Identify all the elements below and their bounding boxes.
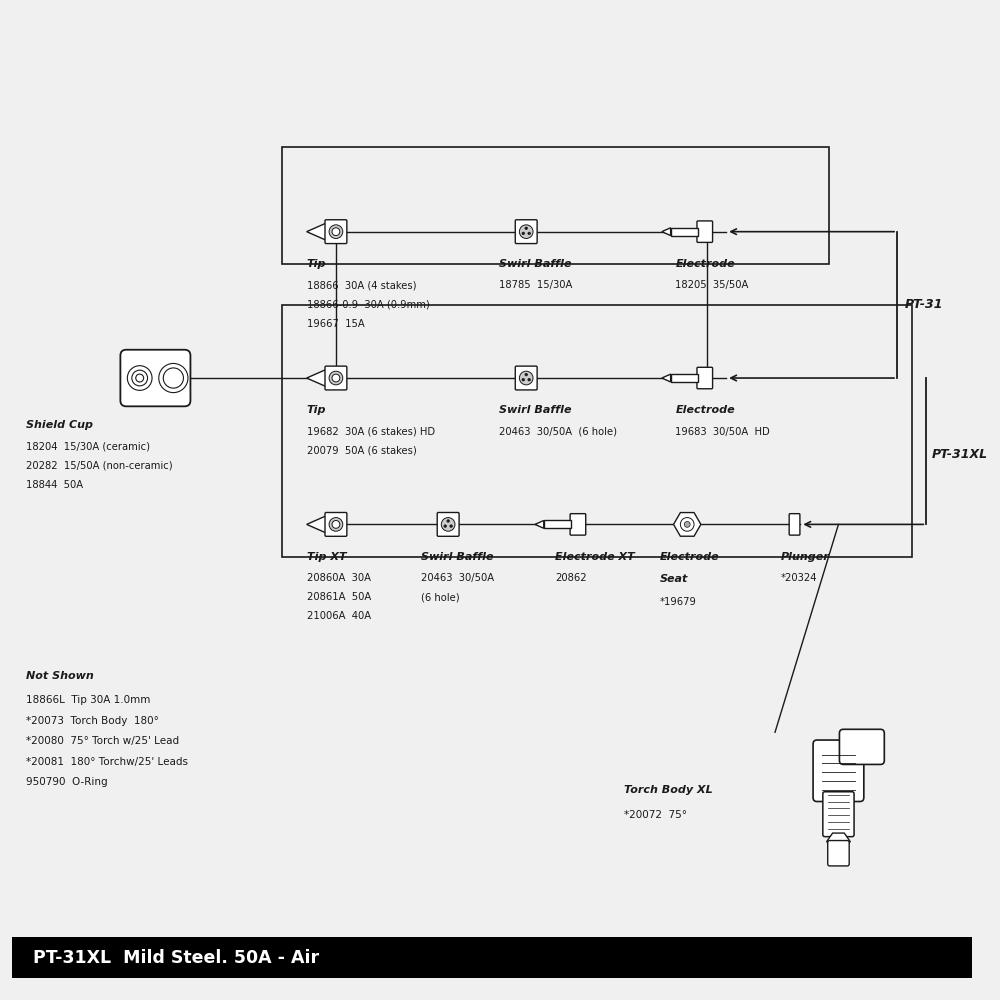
Text: 19682  30A (6 stakes) HD: 19682 30A (6 stakes) HD	[307, 427, 435, 437]
FancyBboxPatch shape	[120, 350, 190, 406]
Circle shape	[522, 378, 525, 381]
Text: Tip: Tip	[307, 405, 326, 415]
Text: 20463  30/50A  (6 hole): 20463 30/50A (6 hole)	[499, 427, 617, 437]
Polygon shape	[307, 516, 326, 533]
Text: 18785  15/30A: 18785 15/30A	[499, 280, 572, 290]
Circle shape	[332, 374, 340, 382]
FancyBboxPatch shape	[515, 220, 537, 244]
Text: 18844  50A: 18844 50A	[26, 480, 83, 490]
Text: Swirl Baffle: Swirl Baffle	[421, 552, 493, 562]
Text: 18866L  Tip 30A 1.0mm: 18866L Tip 30A 1.0mm	[26, 695, 150, 705]
Text: 950790  O-Ring: 950790 O-Ring	[26, 777, 107, 787]
Circle shape	[332, 520, 340, 528]
Polygon shape	[662, 228, 671, 236]
Text: 18866-0.9  30A (0.9mm): 18866-0.9 30A (0.9mm)	[307, 299, 429, 309]
Polygon shape	[674, 513, 701, 536]
Polygon shape	[662, 374, 671, 382]
Text: Plunger: Plunger	[781, 552, 830, 562]
Text: 20079  50A (6 stakes): 20079 50A (6 stakes)	[307, 446, 416, 456]
Text: *20072  75°: *20072 75°	[624, 810, 687, 820]
Circle shape	[329, 518, 343, 531]
Text: 21006A  40A: 21006A 40A	[307, 611, 371, 621]
Circle shape	[329, 225, 343, 238]
FancyBboxPatch shape	[839, 729, 884, 764]
Text: Torch Body XL: Torch Body XL	[624, 785, 713, 795]
Text: 20463  30/50A: 20463 30/50A	[421, 573, 494, 583]
Polygon shape	[827, 833, 850, 850]
Text: *20081  180° Torchw/25' Leads: *20081 180° Torchw/25' Leads	[26, 757, 188, 767]
Circle shape	[525, 373, 527, 376]
Circle shape	[329, 371, 343, 385]
Text: Electrode: Electrode	[660, 552, 720, 562]
Circle shape	[680, 518, 694, 531]
Circle shape	[519, 371, 533, 385]
Circle shape	[522, 232, 525, 235]
Polygon shape	[307, 223, 326, 240]
Text: *20073  Torch Body  180°: *20073 Torch Body 180°	[26, 716, 159, 726]
Text: Electrode: Electrode	[675, 405, 735, 415]
Text: PT-31: PT-31	[905, 298, 943, 311]
Text: 20862: 20862	[555, 573, 587, 583]
FancyBboxPatch shape	[515, 366, 537, 390]
Text: (6 hole): (6 hole)	[421, 592, 459, 602]
FancyBboxPatch shape	[325, 366, 347, 390]
Text: Electrode XT: Electrode XT	[555, 552, 635, 562]
Text: 20860A  30A: 20860A 30A	[307, 573, 371, 583]
Text: *19679: *19679	[660, 597, 697, 607]
Bar	[671, 374, 698, 382]
Circle shape	[528, 232, 530, 235]
Text: *20080  75° Torch w/25' Lead: *20080 75° Torch w/25' Lead	[26, 736, 179, 746]
Text: PT-31XL  Mild Steel. 50A - Air: PT-31XL Mild Steel. 50A - Air	[33, 949, 320, 967]
Bar	[12, 937, 972, 978]
Text: 19667  15A: 19667 15A	[307, 319, 364, 329]
Text: Shield Cup: Shield Cup	[26, 420, 93, 430]
Bar	[282, 147, 829, 264]
FancyBboxPatch shape	[437, 512, 459, 536]
Text: PT-31XL: PT-31XL	[932, 448, 988, 461]
Text: Swirl Baffle: Swirl Baffle	[499, 405, 571, 415]
Circle shape	[444, 525, 446, 527]
Circle shape	[447, 520, 449, 522]
Polygon shape	[535, 520, 544, 528]
FancyBboxPatch shape	[325, 220, 347, 244]
Text: 20861A  50A: 20861A 50A	[307, 592, 371, 602]
Circle shape	[519, 225, 533, 238]
Text: 19683  30/50A  HD: 19683 30/50A HD	[675, 427, 770, 437]
FancyBboxPatch shape	[828, 841, 849, 866]
Text: *20324: *20324	[781, 573, 817, 583]
Text: 20282  15/50A (non-ceramic): 20282 15/50A (non-ceramic)	[26, 460, 172, 470]
FancyBboxPatch shape	[325, 512, 347, 536]
Circle shape	[450, 525, 452, 527]
Circle shape	[332, 228, 340, 236]
Circle shape	[441, 518, 455, 531]
Text: 18866  30A (4 stakes): 18866 30A (4 stakes)	[307, 280, 416, 290]
FancyBboxPatch shape	[789, 514, 800, 535]
Text: 18205  35/50A: 18205 35/50A	[675, 280, 749, 290]
FancyBboxPatch shape	[697, 221, 713, 242]
Circle shape	[684, 521, 690, 527]
Circle shape	[525, 227, 527, 230]
Text: Seat: Seat	[660, 574, 688, 584]
FancyBboxPatch shape	[813, 740, 864, 802]
FancyBboxPatch shape	[697, 367, 713, 389]
FancyBboxPatch shape	[823, 792, 854, 837]
Text: 18204  15/30A (ceramic): 18204 15/30A (ceramic)	[26, 441, 150, 451]
Text: Swirl Baffle: Swirl Baffle	[499, 259, 571, 269]
Bar	[282, 305, 912, 557]
Text: Not Shown: Not Shown	[26, 671, 93, 681]
FancyBboxPatch shape	[570, 514, 586, 535]
Bar	[544, 520, 571, 528]
Bar	[671, 228, 698, 236]
Text: Tip XT: Tip XT	[307, 552, 346, 562]
Circle shape	[528, 378, 530, 381]
Text: Tip: Tip	[307, 259, 326, 269]
Text: Electrode: Electrode	[675, 259, 735, 269]
Polygon shape	[307, 369, 326, 387]
